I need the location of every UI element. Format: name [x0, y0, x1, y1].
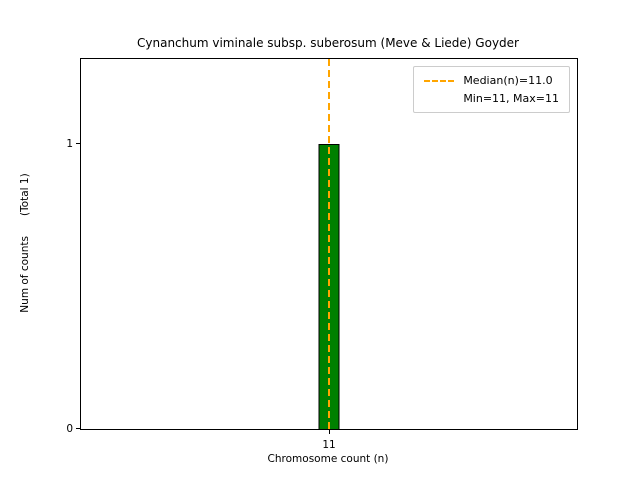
dashed-line-icon [424, 79, 455, 82]
y-tick-1 [76, 143, 81, 145]
x-axis-label: Chromosome count (n) [267, 453, 389, 465]
legend-label-minmax: Min=11, Max=11 [463, 92, 559, 105]
plot-area: 0 1 11 Median(n)=11.0 Min=11, Max=11 [66, 58, 578, 451]
y-tick-label-0: 0 [66, 423, 73, 435]
y-tick-0 [76, 428, 81, 429]
x-tick-11 [329, 429, 330, 434]
chart-title: Cynanchum viminale subsp. suberosum (Mev… [137, 36, 519, 50]
x-tick-label-11: 11 [322, 439, 336, 451]
y-axis-label: Num of counts (Total 1) [19, 173, 31, 313]
legend-entry-median: Median(n)=11.0 [424, 74, 559, 87]
legend-spacer [424, 98, 454, 100]
median-line [328, 59, 330, 429]
legend-entry-minmax: Min=11, Max=11 [424, 92, 559, 105]
legend: Median(n)=11.0 Min=11, Max=11 [413, 66, 570, 113]
legend-label-median: Median(n)=11.0 [463, 74, 553, 87]
y-tick-label-1: 1 [66, 138, 73, 151]
